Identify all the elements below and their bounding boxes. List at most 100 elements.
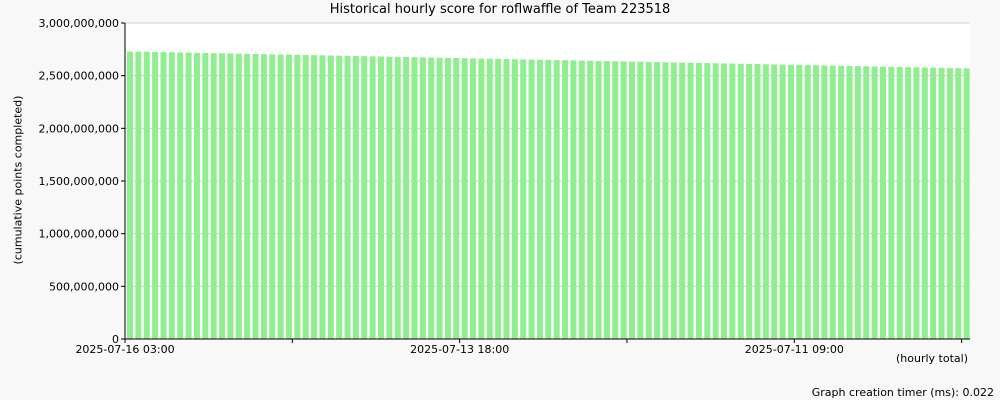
y-tick-label: 1,000,000,000 — [39, 228, 119, 241]
bar — [670, 62, 677, 340]
bar — [285, 54, 292, 340]
bar — [327, 55, 334, 339]
bar — [704, 63, 711, 340]
bar — [344, 55, 351, 339]
bar — [302, 54, 309, 340]
bar — [896, 66, 903, 339]
bar — [361, 56, 368, 339]
bar — [905, 67, 912, 340]
bar — [168, 52, 175, 340]
bar — [562, 60, 569, 339]
bar — [135, 51, 142, 340]
bar — [478, 58, 485, 339]
y-tick-label: 0 — [112, 333, 119, 346]
bar — [687, 62, 694, 340]
bar — [587, 60, 594, 340]
bar — [913, 67, 920, 339]
bar — [160, 52, 167, 339]
bar — [746, 63, 753, 339]
bar — [419, 57, 426, 340]
bar — [654, 62, 661, 340]
bar — [595, 60, 602, 339]
bar — [662, 62, 669, 339]
bar — [143, 51, 150, 339]
x-tick-label: 2025-07-13 18:00 — [410, 343, 509, 356]
bar — [612, 61, 619, 339]
y-tick-label: 500,000,000 — [49, 280, 119, 293]
bar — [963, 68, 970, 339]
bar — [486, 58, 493, 340]
bar — [754, 64, 761, 339]
chart-title: Historical hourly score for roflwaffle o… — [329, 2, 671, 17]
bar — [762, 64, 769, 339]
bar — [645, 61, 652, 339]
bar — [528, 59, 535, 339]
bar — [787, 64, 794, 339]
bar — [294, 54, 301, 339]
bar — [854, 66, 861, 339]
bar — [553, 60, 560, 340]
bar — [813, 65, 820, 339]
bar — [628, 61, 636, 339]
bar — [202, 52, 209, 340]
bar — [210, 53, 217, 339]
bar — [377, 56, 385, 339]
bar — [193, 52, 200, 339]
bar — [871, 66, 878, 340]
bar — [930, 67, 937, 339]
bar — [804, 65, 811, 340]
bar — [369, 56, 376, 340]
bar — [578, 60, 585, 339]
bar — [520, 59, 527, 340]
bar — [712, 63, 719, 339]
bar — [771, 64, 778, 340]
bar — [536, 59, 543, 340]
bar — [277, 54, 284, 339]
bar — [386, 56, 393, 340]
bar — [252, 53, 259, 340]
bar — [829, 65, 836, 339]
bar — [888, 66, 895, 339]
bar — [269, 54, 276, 340]
bar — [637, 61, 644, 340]
bar — [235, 53, 242, 340]
bar — [394, 56, 401, 339]
bar — [503, 59, 510, 340]
bar — [260, 54, 267, 339]
bar — [729, 63, 736, 339]
bar — [185, 52, 192, 340]
bar — [603, 61, 610, 340]
y-tick-label: 1,500,000,000 — [39, 175, 119, 188]
bar — [352, 55, 359, 340]
y-tick-label: 3,000,000,000 — [39, 17, 119, 30]
bar — [227, 53, 234, 339]
bar — [846, 65, 853, 339]
bar — [436, 57, 443, 340]
bar — [570, 60, 577, 340]
bar — [244, 53, 251, 339]
bar — [545, 59, 552, 339]
x-tick-label: 2025-07-11 09:00 — [745, 343, 844, 356]
bar — [721, 63, 728, 340]
bar — [695, 62, 702, 339]
bar — [938, 67, 945, 340]
bar — [955, 68, 962, 339]
bar — [403, 57, 410, 340]
bar — [679, 62, 686, 339]
bar — [319, 55, 326, 340]
bar — [511, 59, 518, 339]
bar — [879, 66, 886, 339]
y-tick-label: 2,500,000,000 — [39, 70, 119, 83]
y-tick-label: 2,000,000,000 — [39, 122, 119, 135]
bar — [127, 51, 134, 339]
bar — [152, 51, 159, 340]
bar — [620, 61, 627, 340]
bar — [495, 58, 502, 339]
graph-timer-text: Graph creation timer (ms): 0.022 — [811, 386, 994, 399]
bar — [428, 57, 435, 339]
bar — [796, 64, 803, 339]
bar — [737, 63, 744, 340]
bar — [863, 66, 870, 339]
